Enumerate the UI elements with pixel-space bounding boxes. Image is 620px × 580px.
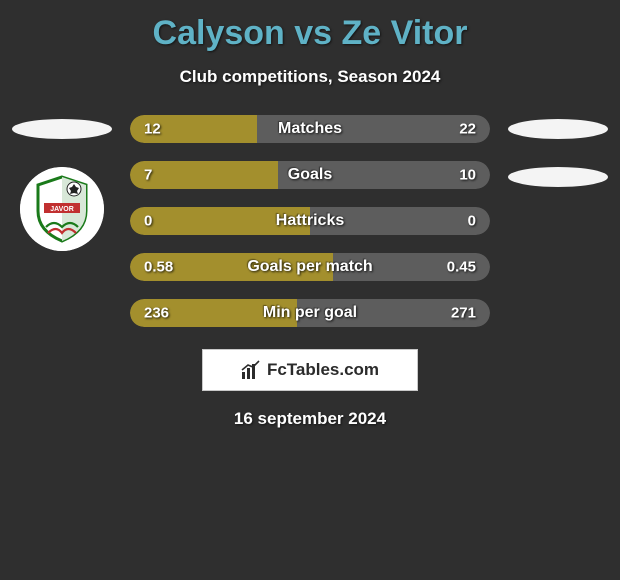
left-player-col: JAVOR xyxy=(2,115,122,251)
main-row: JAVOR 12 22 Matches 7 10 Goals 0 0 Hattricks 0.58… xyxy=(0,115,620,327)
bar-label: Min per goal xyxy=(263,304,357,322)
bar-label: Goals per match xyxy=(247,258,372,276)
bar-value-right: 0.45 xyxy=(447,259,476,276)
brand-text: FcTables.com xyxy=(267,360,379,380)
bar-value-left: 0.58 xyxy=(144,259,173,276)
player-badge-left xyxy=(12,119,112,139)
stat-bar: 12 22 Matches xyxy=(130,115,490,143)
bar-value-left: 0 xyxy=(144,213,152,230)
brand-logo[interactable]: FcTables.com xyxy=(202,349,418,391)
stat-bar: 236 271 Min per goal xyxy=(130,299,490,327)
page-title: Calyson vs Ze Vitor xyxy=(0,14,620,53)
bar-label: Goals xyxy=(288,166,332,184)
comparison-widget: Calyson vs Ze Vitor Club competitions, S… xyxy=(0,0,620,439)
club-badge-left: JAVOR xyxy=(20,167,104,251)
chart-icon xyxy=(241,360,261,380)
shield-icon: JAVOR xyxy=(20,167,104,251)
stat-bar: 0 0 Hattricks xyxy=(130,207,490,235)
bar-value-right: 22 xyxy=(459,121,476,138)
stats-bars: 12 22 Matches 7 10 Goals 0 0 Hattricks 0.58 0.45 Go… xyxy=(130,115,490,327)
bar-value-left: 236 xyxy=(144,305,169,322)
svg-text:JAVOR: JAVOR xyxy=(50,206,74,213)
stat-bar: 0.58 0.45 Goals per match xyxy=(130,253,490,281)
player-badge-right xyxy=(508,119,608,139)
bar-value-left: 12 xyxy=(144,121,161,138)
right-player-col xyxy=(498,115,618,187)
bar-label: Matches xyxy=(278,120,342,138)
club-badge-right xyxy=(508,167,608,187)
footer-date: 16 september 2024 xyxy=(0,409,620,429)
bar-label: Hattricks xyxy=(276,212,344,230)
stat-bar: 7 10 Goals xyxy=(130,161,490,189)
bar-value-right: 271 xyxy=(451,305,476,322)
subtitle: Club competitions, Season 2024 xyxy=(0,67,620,87)
bar-value-right: 0 xyxy=(468,213,476,230)
bar-value-left: 7 xyxy=(144,167,152,184)
bar-value-right: 10 xyxy=(459,167,476,184)
